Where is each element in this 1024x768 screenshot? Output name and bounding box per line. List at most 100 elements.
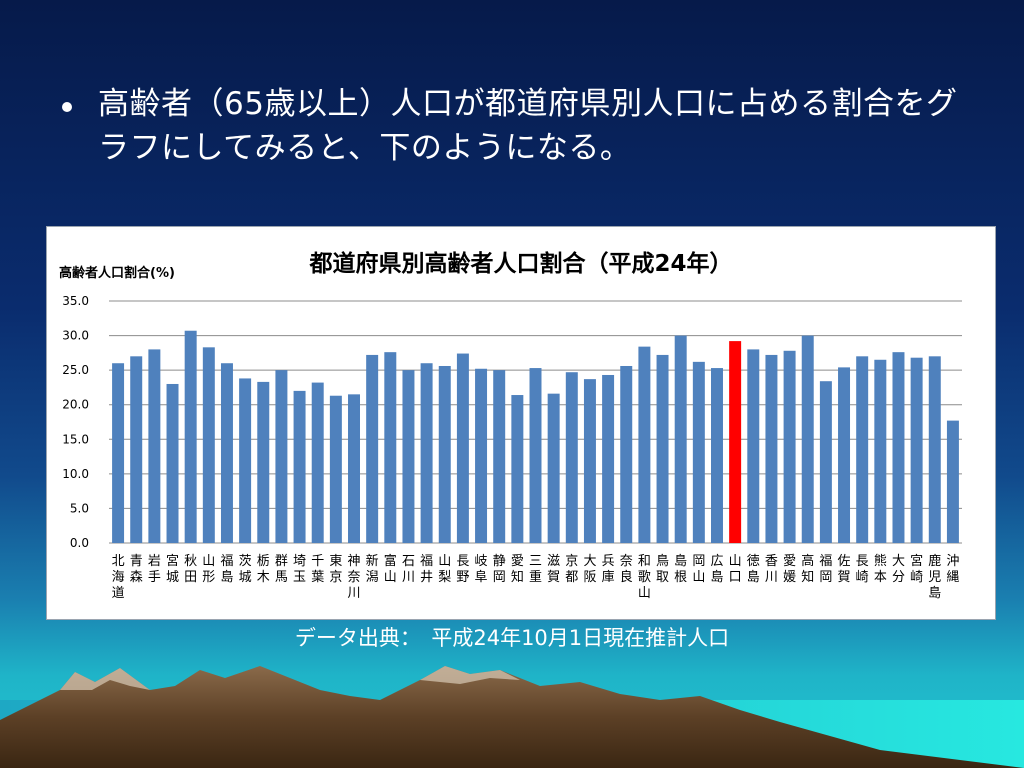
bar-14 [366,354,379,543]
bar-17 [420,363,433,543]
bar-10 [293,390,306,543]
bar-0 [112,363,125,543]
bar-13 [348,394,360,543]
bar-23 [529,368,542,543]
x-tick-label: 青森 [130,554,143,585]
y-tick-label: 35.0 [62,294,89,308]
x-tick-label: 和歌山 [638,554,651,601]
bar-45 [928,356,941,543]
x-tick-label: 秋田 [184,554,197,585]
x-tick-label: 福島 [220,554,233,585]
x-tick-label: 広島 [710,554,723,585]
bar-37 [783,350,796,543]
y-tick-label: 30.0 [62,329,89,343]
y-tick-label: 0.0 [70,536,89,550]
mountain-landscape [0,666,1024,768]
x-tick-label: 徳島 [747,554,760,585]
x-tick-label: 群馬 [275,554,288,585]
bar-38 [801,335,814,543]
bar-34 [729,341,742,543]
x-tick-label: 滋賀 [547,554,560,585]
bar-46 [946,420,959,543]
x-tick-label: 香川 [765,554,778,585]
x-tick-label: 山梨 [438,554,451,585]
x-tick-label: 宮崎 [910,553,923,585]
bar-28 [620,365,633,543]
x-tick-label: 山口 [729,554,742,585]
x-tick-label: 熊本 [874,553,887,585]
x-tick-label: 福井 [420,554,433,585]
x-tick-label: 愛媛 [783,554,796,585]
bar-16 [402,370,415,543]
x-tick-label: 新潟 [366,553,379,585]
bullet-text: 高齢者（65歳以上）人口が都道府県別人口に占める割合をグラフにしてみると、下のよ… [98,86,958,166]
bar-12 [329,395,342,543]
x-tick-label: 富山 [384,553,397,585]
y-tick-labels: 35.0 30.0 25.0 20.0 15.0 10.0 5.0 0.0 [62,294,89,550]
x-tick-label: 千葉 [311,554,324,585]
bar-35 [747,349,760,543]
bar-chart: 都道府県別高齢者人口割合（平成24年） 高齢者人口割合(%) 35.0 30.0 2… [59,250,962,601]
bar-43 [892,352,905,543]
bar-5 [202,347,215,543]
bar-4 [184,330,197,543]
x-tick-labels: 北海道青森岩手宮城秋田山形福島茨城栃木群馬埼玉千葉東京神奈川新潟富山石川福井山梨… [112,553,960,601]
x-tick-label: 静岡 [493,554,506,585]
bar-22 [511,395,524,543]
bullet-list: 高齢者（65歳以上）人口が都道府県別人口に占める割合をグラフにしてみると、下のよ… [62,82,962,170]
bar-30 [656,354,669,543]
bar-6 [220,363,233,543]
data-source-note: データ出典： 平成24年10月1日現在推計人口 [294,626,730,650]
bar-18 [438,365,451,543]
bar-2 [148,349,161,543]
x-tick-label: 京都 [565,554,578,585]
x-tick-label: 東京 [329,553,342,585]
bullet-dot-icon [62,102,72,112]
bar-24 [547,393,560,543]
bar-9 [275,370,288,543]
bar-36 [765,354,778,543]
x-tick-label: 三重 [529,554,542,585]
x-tick-label: 鹿児島 [928,553,941,601]
bar-44 [910,357,923,543]
x-tick-label: 大分 [892,554,905,585]
bar-11 [311,382,324,543]
x-tick-label: 山形 [202,554,215,585]
x-tick-label: 高知 [801,553,814,585]
chart-panel: 都道府県別高齢者人口割合（平成24年） 高齢者人口割合(%) 35.0 30.0 2… [46,226,996,620]
bar-3 [166,383,179,543]
x-tick-label: 埼玉 [293,554,306,585]
x-tick-label: 兵庫 [602,554,615,585]
bar-33 [711,368,723,543]
x-tick-label: 長野 [456,554,469,585]
x-tick-label: 島根 [674,554,687,585]
y-tick-label: 20.0 [62,398,89,412]
bar-8 [257,381,270,543]
bar-42 [874,359,887,543]
bar-40 [838,367,851,543]
x-tick-label: 栃木 [257,554,270,585]
x-tick-label: 岐阜 [475,554,488,585]
y-axis-label: 高齢者人口割合(%) [59,265,175,281]
x-tick-label: 奈良 [620,554,633,585]
x-tick-label: 石川 [402,554,415,585]
y-tick-label: 25.0 [62,363,89,377]
bar-21 [493,370,506,543]
x-tick-label: 福岡 [819,554,832,585]
x-tick-label: 北海道 [112,554,125,601]
y-tick-label: 5.0 [70,501,89,515]
bar-15 [384,352,397,543]
x-tick-label: 宮城 [166,553,179,585]
x-tick-label: 大阪 [583,554,596,585]
bar-39 [819,381,832,543]
y-tick-label: 15.0 [62,432,89,446]
x-tick-label: 神奈川 [348,554,361,601]
x-tick-label: 沖縄 [946,554,959,585]
x-tick-label: 岩手 [148,554,161,585]
chart-title: 都道府県別高齢者人口割合（平成24年） [308,250,732,277]
x-tick-label: 茨城 [239,554,252,585]
x-tick-label: 長崎 [856,554,869,585]
bar-20 [475,368,488,543]
x-tick-label: 愛知 [511,554,524,585]
bar-27 [602,374,615,543]
